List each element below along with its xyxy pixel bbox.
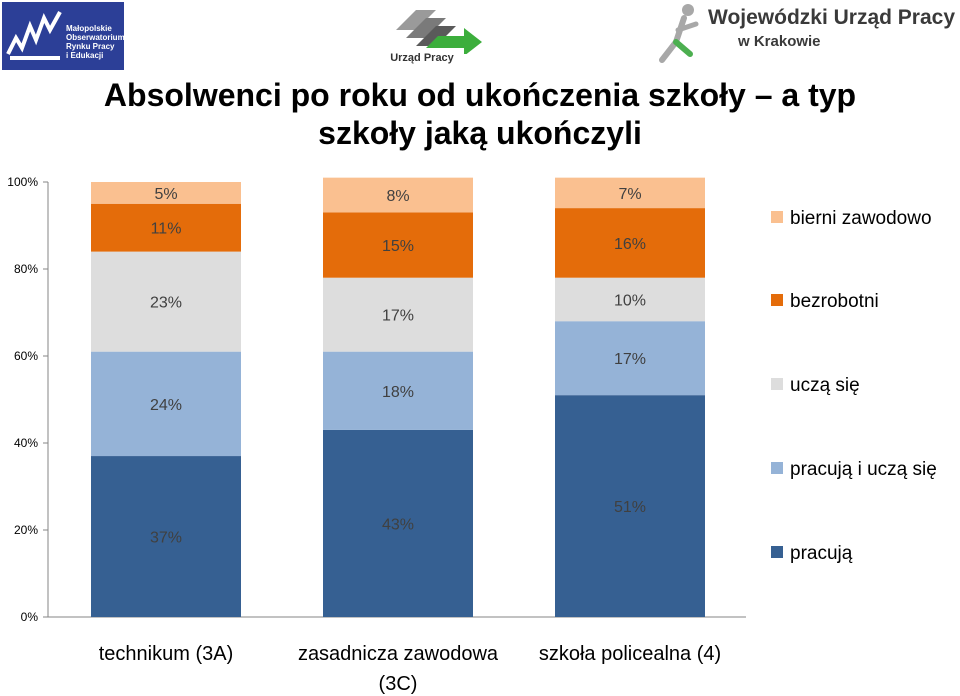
y-tick-label: 80% [14,262,38,276]
data-label: 24% [150,397,182,414]
legend-label: pracują i uczą się [790,459,937,480]
y-tick-label: 0% [21,610,39,624]
bar-segment [555,208,705,278]
y-tick-label: 20% [14,523,38,537]
data-label: 15% [382,238,414,255]
legend-label: uczą się [790,375,860,396]
bar-segment [555,395,705,617]
y-tick-label: 60% [14,349,38,363]
chart-title-line2: szkoły jaką ukończyli [318,115,642,151]
chart-title: Absolwenci po roku od ukończenia szkoły … [0,76,960,152]
bar-segment [91,182,241,204]
urzad-pracy-logo: Urząd Pracy [386,4,486,70]
legend-swatch [771,294,783,306]
bar-segment [555,177,705,209]
data-label: 10% [614,292,646,309]
data-label: 43% [382,516,414,533]
x-category-label: zasadnicza zawodowa [298,643,499,665]
x-category-label: (3C) [379,673,418,695]
y-tick-label: 100% [7,175,38,189]
bar-segment [555,277,705,322]
urzad-pracy-caption: Urząd Pracy [390,52,454,64]
data-label: 23% [150,295,182,312]
data-label: 37% [150,530,182,547]
data-label: 51% [614,499,646,516]
x-category-label: technikum (3A) [99,643,234,665]
bar-segment [323,212,473,278]
wup-logo-line1: Wojewódzki Urząd Pracy [708,6,956,29]
bar-segment [323,277,473,352]
data-label: 5% [154,186,177,203]
urzad-pracy-logo-icon [396,10,482,56]
wup-logo-line2: w Krakowie [738,33,821,50]
mor-logo-text: Małopolskie Obserwatorium Rynku Pracy i … [66,24,124,60]
legend-label: bierni zawodowo [790,208,932,229]
bar-segment [323,351,473,430]
mor-logo-icon [6,11,62,60]
data-label: 17% [614,351,646,368]
data-label: 8% [386,188,409,205]
data-label: 16% [614,236,646,253]
chart-title-line1: Absolwenci po roku od ukończenia szkoły … [103,77,857,113]
legend-label: bezrobotni [790,291,879,312]
bar-segment [91,251,241,352]
bar-segment [91,456,241,617]
legend-swatch [771,211,783,223]
legend-label: pracują [790,543,853,564]
data-label: 17% [382,308,414,325]
bar-segment [91,203,241,252]
legend-swatch [771,546,783,558]
legend-swatch [771,378,783,390]
legend-swatch [771,462,783,474]
mor-logo: Małopolskie Obserwatorium Rynku Pracy i … [2,2,124,70]
bar-segment [323,429,473,617]
bar-segment [91,351,241,457]
y-tick-label: 40% [14,436,38,450]
data-label: 11% [151,221,182,238]
data-label: 18% [382,384,414,401]
data-label: 7% [618,186,641,203]
wup-figure-icon [659,4,699,63]
bar-segment [323,177,473,213]
bar-segment [555,321,705,396]
x-category-label: szkoła policealna (4) [539,643,721,665]
wup-logo: Wojewódzki Urząd Pracy w Krakowie [656,2,960,66]
